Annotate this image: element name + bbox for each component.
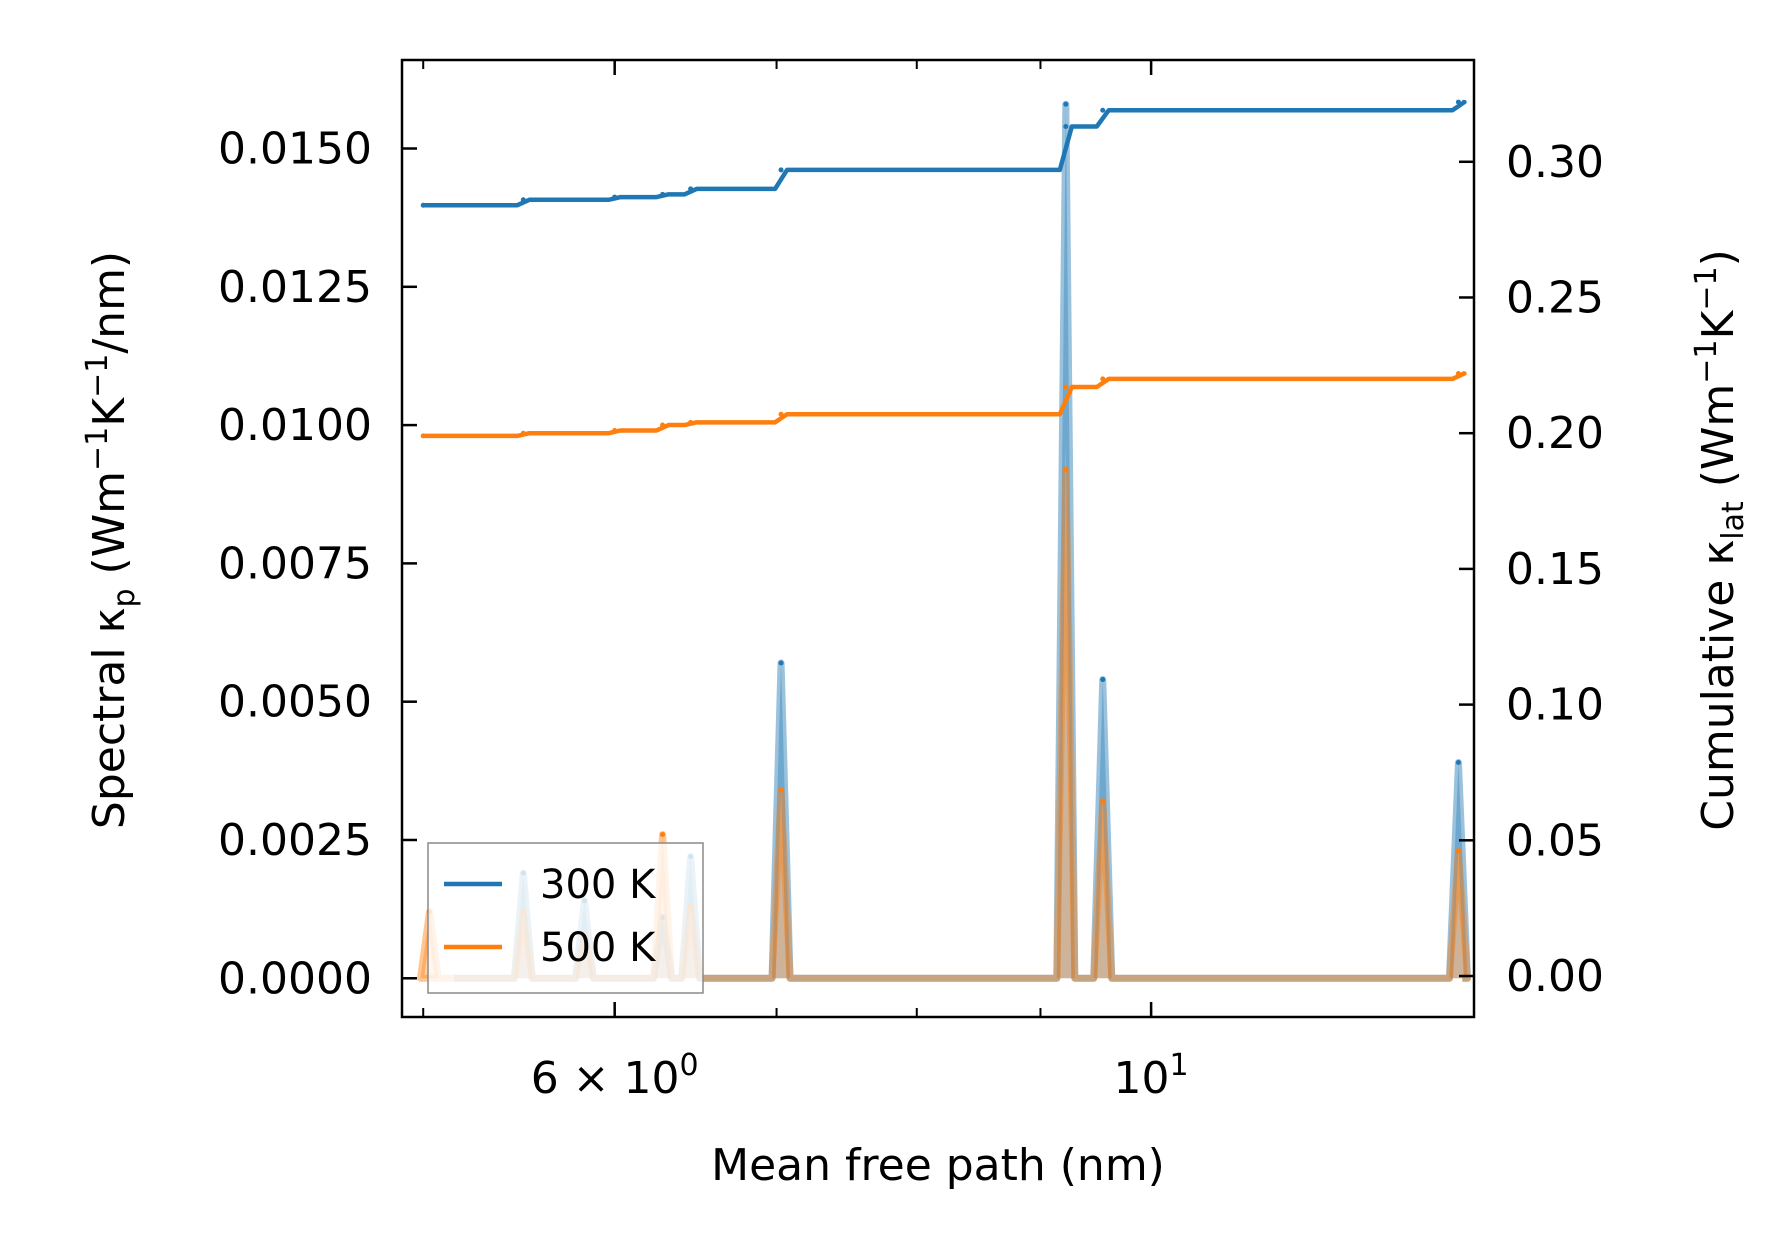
- spectral-peak-1-3: [660, 831, 666, 837]
- spectral-peak-1-8: [1455, 848, 1461, 854]
- y-left-tick-label: 0.0150: [218, 124, 372, 175]
- y-right-tick-label: 0.00: [1506, 951, 1604, 1002]
- cumulative-point-0-3: [660, 191, 666, 197]
- spectral-peak-0-5: [1063, 101, 1069, 107]
- axes: 6 × 100 101 0.0000 0.0025 0.0050 0.0075 0.0100…: [218, 58, 1604, 1104]
- cumulative-line-0: [423, 99, 1467, 208]
- cumulative-point-1-3: [660, 422, 666, 428]
- y-left-tick-label: 0.0050: [218, 677, 372, 728]
- legend-box: [427, 842, 704, 994]
- x-tick-label: 6 × 100: [531, 1048, 699, 1104]
- cumulative-point-0-2: [612, 194, 618, 200]
- y-right-tick-label: 0.20: [1506, 408, 1604, 459]
- x-tick-label: 101: [1114, 1048, 1189, 1104]
- y-right-tick-label: 0.10: [1506, 680, 1604, 731]
- legend-label: 500 K: [540, 925, 657, 971]
- cumulative-point-0-6: [1063, 123, 1069, 129]
- y-right-tick-label: 0.05: [1506, 815, 1604, 866]
- spectral-peak-0-7: [1455, 760, 1461, 766]
- cumulative-point-0-8: [1455, 99, 1461, 105]
- y-right-tick-label: 0.30: [1506, 137, 1604, 188]
- y-right-tick-label: 0.15: [1506, 544, 1604, 595]
- spectral-peak-0-4: [778, 660, 784, 666]
- cumulative-point-1-5: [778, 411, 784, 417]
- y-axis-label-left: Spectral κp (Wm−1K−1/nm): [80, 251, 142, 829]
- x-axis-label: Mean free path (nm): [711, 1140, 1165, 1191]
- y-axis-label-right: Cumulative κlat (Wm−1K−1): [1689, 249, 1751, 831]
- cumulative-point-0-1: [520, 197, 526, 203]
- cumulative-point-1-0: [420, 433, 426, 439]
- plot-frame: [400, 58, 1476, 1019]
- cumulative-point-1-6: [1063, 384, 1069, 390]
- spectral-peak-1-7: [1100, 798, 1106, 804]
- y-left-tick-label: 0.0075: [218, 538, 372, 589]
- legend-label: 300 K: [540, 862, 657, 908]
- y-right-tick-label: 0.25: [1506, 272, 1604, 323]
- y-left-tick-label: 0.0000: [218, 953, 372, 1004]
- spectral-peak-1-6: [1063, 466, 1069, 472]
- y-left-tick-label: 0.0100: [218, 400, 372, 451]
- y-left-tick-label: 0.0125: [218, 262, 372, 313]
- cumulative-point-1-2: [612, 427, 618, 433]
- cumulative-point-1-1: [520, 430, 526, 436]
- cumulative-point-0-4: [688, 186, 694, 192]
- cumulative-line-1: [423, 371, 1467, 439]
- spectral-peak-0-6: [1100, 677, 1106, 683]
- cumulative-point-1-4: [688, 419, 694, 425]
- legend: 300 K 500 K: [427, 842, 704, 994]
- cumulative-point-0-7: [1100, 107, 1106, 113]
- spectral-peak-1-5: [778, 787, 784, 793]
- y-left-tick-label: 0.0025: [218, 815, 372, 866]
- cumulative-point-1-7: [1100, 376, 1106, 382]
- cumulative-point-0-5: [778, 167, 784, 173]
- cumulative-point-0-0: [420, 202, 426, 208]
- cumulative-point-1-8: [1455, 370, 1461, 376]
